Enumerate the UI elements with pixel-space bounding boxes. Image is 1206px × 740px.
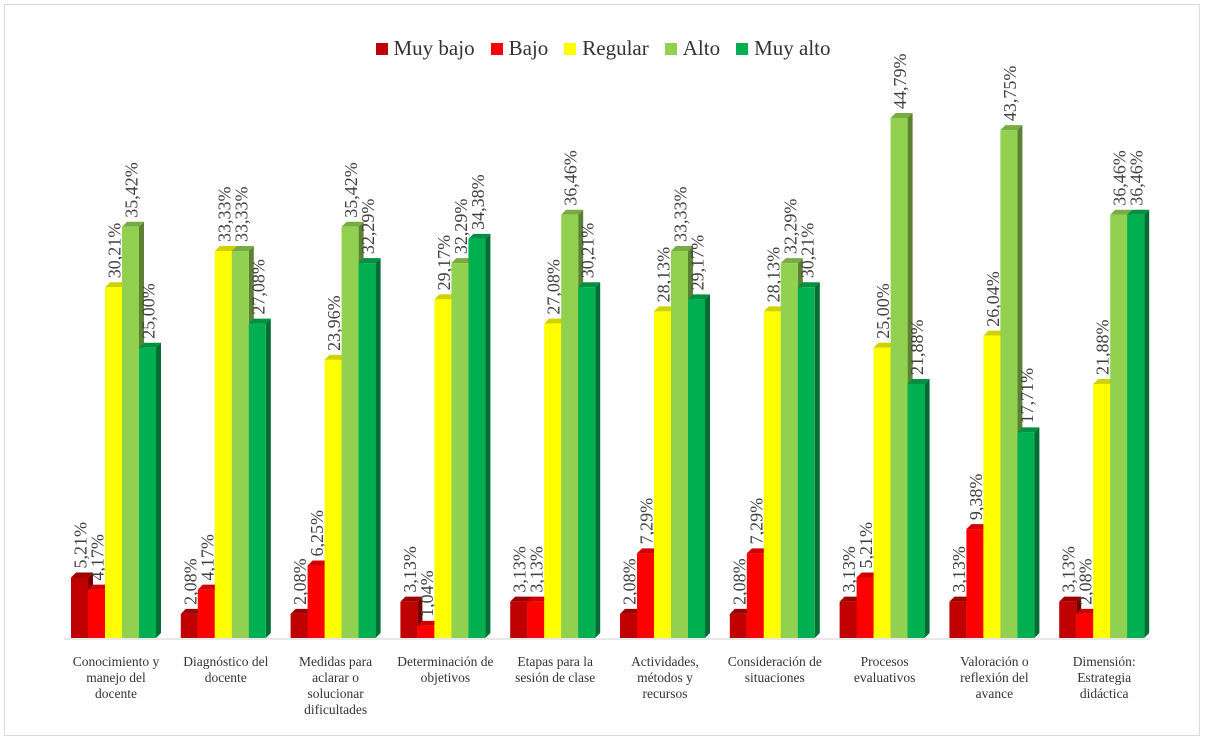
data-label-regular-9: 21,88% <box>1093 319 1113 375</box>
data-label-muy-bajo-9: 3,13% <box>1059 546 1079 593</box>
data-label-bajo-4: 3,13% <box>527 546 547 593</box>
data-label-muy-bajo-8: 3,13% <box>949 546 969 593</box>
data-label-regular-7: 25,00% <box>873 283 893 339</box>
data-label-muy-bajo-0: 5,21% <box>71 522 91 569</box>
data-label-bajo-0: 4,17% <box>88 534 108 581</box>
bar-muy-alto-1 <box>248 318 271 638</box>
data-label-bajo-8: 9,38% <box>966 474 986 521</box>
bar-muy-alto-2 <box>358 258 381 638</box>
data-label-muy-bajo-1: 2,08% <box>180 558 200 605</box>
legend-swatch-bajo <box>490 42 503 55</box>
data-label-muy-alto-6: 30,21% <box>797 223 817 279</box>
bar-muy-alto-8 <box>1017 427 1040 638</box>
bar-alto-7 <box>890 113 913 638</box>
data-label-regular-4: 27,08% <box>544 259 564 315</box>
data-label-muy-alto-8: 17,71% <box>1017 368 1037 424</box>
data-label-bajo-6: 7,29% <box>746 498 766 545</box>
data-label-muy-bajo-7: 3,13% <box>839 546 859 593</box>
chart-frame <box>4 4 1200 736</box>
legend-item-regular: Regular <box>564 36 649 61</box>
data-label-muy-alto-9: 36,46% <box>1127 150 1147 206</box>
data-label-muy-alto-4: 30,21% <box>578 223 598 279</box>
data-label-alto-9: 36,46% <box>1110 150 1130 206</box>
bar-muy-alto-6 <box>797 282 820 638</box>
data-label-muy-alto-2: 32,29% <box>358 199 378 255</box>
data-label-alto-2: 35,42% <box>341 162 361 218</box>
data-label-bajo-1: 4,17% <box>197 534 217 581</box>
legend-item-muy-alto: Muy alto <box>736 36 831 61</box>
legend-item-alto: Alto <box>664 36 721 61</box>
data-label-muy-bajo-6: 2,08% <box>729 558 749 605</box>
legend-swatch-muy-alto <box>736 42 749 55</box>
legend-label-alto: Alto <box>682 36 721 60</box>
data-label-alto-8: 43,75% <box>1000 66 1020 122</box>
data-label-bajo-9: 2,08% <box>1076 558 1096 605</box>
data-label-regular-3: 29,17% <box>434 235 454 291</box>
data-label-regular-0: 30,21% <box>105 223 125 279</box>
data-label-alto-1: 33,33% <box>231 187 251 242</box>
data-label-muy-alto-1: 27,08% <box>248 259 268 315</box>
data-label-bajo-5: 7,29% <box>637 498 657 545</box>
data-label-bajo-7: 5,21% <box>856 522 876 569</box>
legend-item-muy-bajo: Muy bajo <box>375 36 475 61</box>
data-label-alto-0: 35,42% <box>122 162 142 218</box>
data-label-regular-8: 26,04% <box>983 271 1003 327</box>
bar-muy-alto-5 <box>688 294 710 638</box>
data-label-muy-alto-3: 34,38% <box>468 174 488 230</box>
data-label-muy-bajo-5: 2,08% <box>620 558 640 605</box>
data-label-muy-alto-7: 21,88% <box>907 319 927 375</box>
data-label-alto-5: 33,33% <box>671 187 691 243</box>
legend-swatch-regular <box>564 42 577 55</box>
legend-swatch-alto <box>664 42 677 55</box>
data-label-muy-alto-0: 25,00% <box>139 283 159 339</box>
legend-label-muy-bajo: Muy bajo <box>393 36 475 60</box>
bar-muy-alto-3 <box>468 233 491 638</box>
data-label-muy-bajo-3: 3,13% <box>400 546 420 593</box>
legend-swatch-muy-bajo <box>375 42 388 55</box>
data-label-muy-bajo-2: 2,08% <box>290 558 310 605</box>
data-label-alto-7: 44,79% <box>890 54 910 110</box>
bar-muy-alto-9 <box>1127 209 1150 638</box>
data-label-regular-2: 23,96% <box>324 295 344 351</box>
bar-muy-alto-7 <box>907 378 930 638</box>
legend-label-regular: Regular <box>582 36 649 60</box>
data-label-muy-bajo-4: 3,13% <box>510 546 530 593</box>
data-label-alto-6: 32,29% <box>780 199 800 255</box>
data-label-regular-6: 28,13% <box>763 247 783 303</box>
data-label-muy-alto-5: 29,17% <box>688 235 708 291</box>
data-label-regular-5: 28,13% <box>654 247 674 303</box>
data-label-alto-4: 36,46% <box>561 150 581 206</box>
legend-label-muy-alto: Muy alto <box>754 36 831 60</box>
legend-label-bajo: Bajo <box>508 36 549 60</box>
data-label-regular-1: 33,33% <box>214 187 234 242</box>
data-label-bajo-3: 1,04% <box>417 570 437 617</box>
legend: Muy bajo Bajo Regular Alto Muy alto <box>0 36 1206 61</box>
data-label-alto-3: 32,29% <box>451 199 471 255</box>
bar-muy-alto-4 <box>578 282 601 638</box>
bar-muy-alto-0 <box>139 342 161 638</box>
legend-item-bajo: Bajo <box>490 36 549 61</box>
bar-muy-bajo-3 <box>400 596 423 638</box>
data-label-bajo-2: 6,25% <box>307 510 327 557</box>
